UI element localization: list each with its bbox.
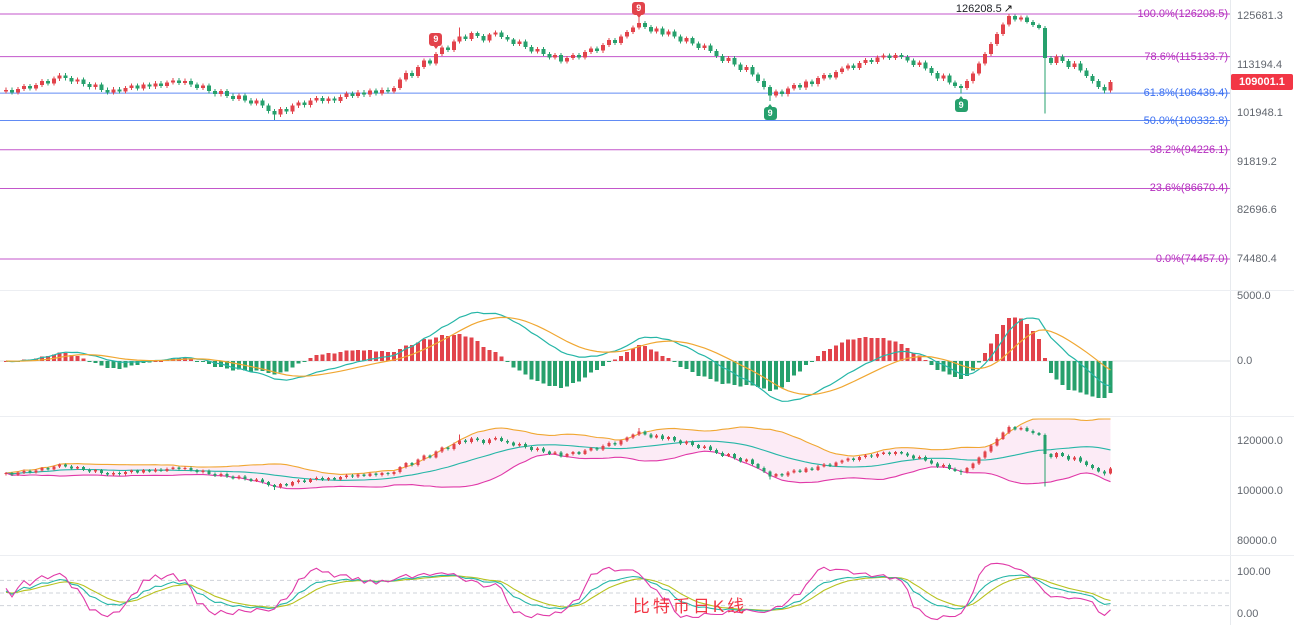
fib-lines xyxy=(0,13,1230,260)
boll-candles xyxy=(4,425,1112,490)
axis-tick-label: 0.00 xyxy=(1237,608,1259,620)
bollinger-bands xyxy=(5,418,1111,490)
axis-tick-label: 100000.0 xyxy=(1237,485,1283,497)
fib-level-label: 100.0%(126208.5) xyxy=(1137,8,1228,20)
axis-tick-label: 74480.4 xyxy=(1237,252,1277,265)
td-sequential-9-badge: 9 xyxy=(429,32,443,49)
td-sequential-9-badge: 9 xyxy=(632,2,646,18)
peak-arrow-icon: ↗ xyxy=(1003,3,1013,15)
fib-level-label: 61.8%(106439.4) xyxy=(1143,87,1228,100)
panel-divider[interactable] xyxy=(0,416,1294,417)
axis-tick-label: 101948.1 xyxy=(1237,107,1283,120)
axis-tick-label: 5000.0 xyxy=(1237,290,1271,302)
axis-tick-label: 120000.0 xyxy=(1237,435,1283,447)
panel-divider[interactable] xyxy=(0,290,1294,291)
last-price-label: 109001.1 xyxy=(1231,74,1293,91)
axis-tick-label: 125681.3 xyxy=(1237,9,1283,22)
td-sequential-9-badge: 9 xyxy=(954,96,968,113)
peak-price-annotation: 126208.5 ↗ xyxy=(956,2,1013,15)
macd-histogram xyxy=(4,317,1113,399)
fib-level-label: 0.0%(74457.0) xyxy=(1155,253,1228,265)
axis-tick-label: 91819.2 xyxy=(1237,155,1277,168)
chart-title: 比特币日K线 xyxy=(632,597,748,616)
peak-price-text: 126208.5 xyxy=(955,3,1002,15)
axis-tick-label: 82696.6 xyxy=(1237,204,1277,217)
panel-divider[interactable] xyxy=(0,555,1294,556)
axis-tick-label: 0.0 xyxy=(1237,355,1253,367)
fib-level-label: 23.6%(86670.4) xyxy=(1149,182,1228,195)
candlestick-series xyxy=(4,14,1113,121)
macd-lines xyxy=(5,311,1111,402)
axis-separator xyxy=(1230,0,1231,625)
fib-level-label: 50.0%(100332.8) xyxy=(1143,114,1228,127)
fib-level-label: 78.6%(115133.7) xyxy=(1144,50,1228,63)
axis-tick-label: 113194.4 xyxy=(1237,58,1283,71)
td-sequential-9-badge: 9 xyxy=(763,104,777,121)
fib-level-label: 38.2%(94226.1) xyxy=(1149,143,1228,156)
axis-tick-label: 80000.0 xyxy=(1237,535,1277,547)
kdj-lines xyxy=(5,562,1111,621)
axis-tick-label: 100.00 xyxy=(1237,566,1271,578)
